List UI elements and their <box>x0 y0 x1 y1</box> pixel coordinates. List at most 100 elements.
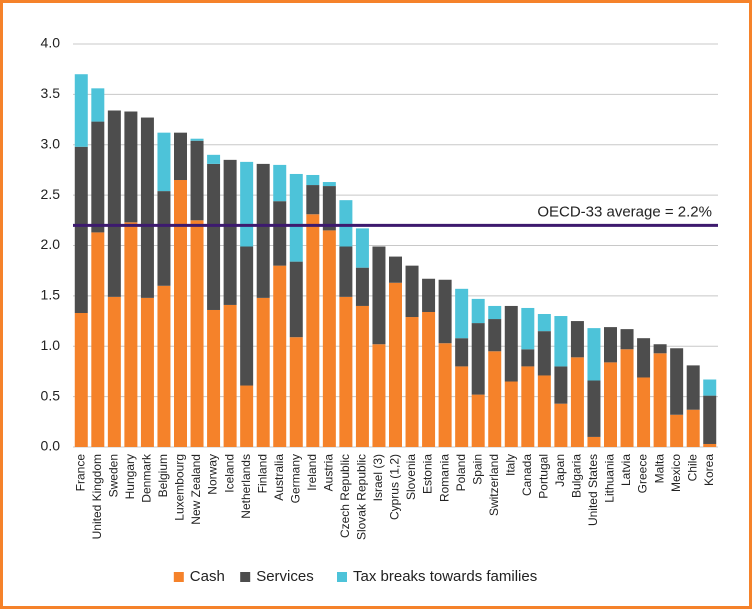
bar-segment <box>620 329 634 350</box>
legend-swatch <box>173 572 184 582</box>
bar-segment <box>289 261 303 338</box>
x-tick-label: Luxembourg <box>173 454 187 521</box>
legend-label: Services <box>256 568 314 585</box>
bar-segment <box>372 344 386 447</box>
x-tick-label: Austria <box>322 454 336 492</box>
bar-segment <box>107 110 121 297</box>
x-tick-label: Ireland <box>305 454 319 491</box>
y-tick-label: 1.5 <box>41 287 61 303</box>
x-tick-label: Hungary <box>123 454 137 499</box>
x-tick-label: Slovenia <box>404 454 418 500</box>
x-tick-label: Norway <box>206 454 220 495</box>
bar-segment <box>703 395 717 444</box>
bar-segment <box>537 331 551 376</box>
bar-segment <box>107 296 121 447</box>
bar-segment <box>174 132 187 181</box>
bar-segment <box>322 230 336 447</box>
bar-segment <box>74 146 88 314</box>
bar-segment <box>240 161 254 247</box>
x-tick-label: Estonia <box>421 454 435 494</box>
bar-segment <box>322 182 336 187</box>
x-tick-label: Slovak Republic <box>355 454 369 540</box>
x-tick-label: Iceland <box>222 454 236 493</box>
legend-label: Tax breaks towards families <box>353 568 537 585</box>
bar-segment <box>471 394 485 447</box>
bar-segment <box>355 228 369 268</box>
x-tick-label: Israel (3) <box>371 454 385 501</box>
bar-segment <box>207 163 221 310</box>
bar-segment <box>554 316 568 367</box>
x-tick-label: Czech Republic <box>338 454 352 538</box>
y-tick-label: 4.0 <box>41 35 61 51</box>
y-tick-label: 3.5 <box>41 85 61 101</box>
x-tick-label: Australia <box>272 454 286 501</box>
bar-segment <box>306 174 320 186</box>
bar-segment <box>620 349 634 447</box>
legend-swatch <box>240 572 251 582</box>
x-tick-label: Lithuania <box>603 454 617 503</box>
bar-segment <box>504 381 518 447</box>
bar-segment <box>670 348 684 415</box>
bar-segment <box>587 436 601 447</box>
bar-segment <box>587 380 601 437</box>
bar-segment <box>653 353 667 447</box>
bar-segment <box>488 351 502 447</box>
bar-segment <box>438 279 452 344</box>
bar-segment <box>587 328 601 381</box>
bar-segment <box>190 138 204 141</box>
bar-segment <box>273 164 287 202</box>
x-tick-label: France <box>73 454 87 492</box>
bar-segment <box>322 186 336 231</box>
bar-segment <box>554 366 568 404</box>
bar-segment <box>124 111 138 223</box>
bar-segment <box>273 201 287 266</box>
bar-segment <box>339 200 353 247</box>
bar-segment <box>471 298 485 324</box>
x-tick-label: New Zealand <box>189 454 203 525</box>
x-tick-label: Germany <box>288 454 302 503</box>
y-tick-label: 0.0 <box>41 438 61 454</box>
bar-segment <box>306 185 320 215</box>
bar-segment <box>653 344 667 354</box>
bar-segment <box>190 140 204 221</box>
bar-segment <box>91 88 105 122</box>
bar-segment <box>207 154 221 164</box>
x-tick-label: United Kingdom <box>90 454 104 539</box>
x-tick-label: Switzerland <box>487 454 501 516</box>
bar-segment <box>686 365 700 410</box>
bar-segment <box>405 265 419 318</box>
bar-segment <box>521 349 535 367</box>
x-tick-label: Poland <box>454 454 468 491</box>
bar-segment <box>355 305 369 447</box>
x-tick-label: Sweden <box>107 454 121 497</box>
bar-segment <box>91 121 105 233</box>
y-tick-label: 0.5 <box>41 387 61 403</box>
x-tick-label: Portugal <box>537 454 551 499</box>
reference-label: OECD-33 average = 2.2% <box>537 203 712 220</box>
legend-swatch <box>337 572 347 582</box>
y-tick-label: 2.5 <box>41 186 61 202</box>
bar-segment <box>488 319 502 352</box>
bar-segment <box>240 385 254 447</box>
bar-segment <box>140 117 154 298</box>
x-tick-label: Malta <box>652 454 666 484</box>
bar-segment <box>256 297 270 447</box>
bar-segment <box>686 409 700 447</box>
bar-segment <box>207 309 221 447</box>
y-tick-label: 3.0 <box>41 135 61 151</box>
y-tick-label: 1.0 <box>41 337 61 353</box>
bar-segment <box>637 377 651 447</box>
bar-segment <box>521 366 535 447</box>
bar-segment <box>570 357 584 447</box>
bar-segment <box>74 74 88 147</box>
bar-segment <box>389 256 402 283</box>
bar-segment <box>570 321 584 358</box>
x-tick-label: Japan <box>553 454 567 487</box>
bar-segment <box>537 375 551 447</box>
bar-segment <box>289 173 303 262</box>
x-tick-label: Denmark <box>140 453 154 503</box>
bar-segment <box>273 265 287 447</box>
bar-segment <box>637 338 651 378</box>
bar-segment <box>223 159 237 305</box>
